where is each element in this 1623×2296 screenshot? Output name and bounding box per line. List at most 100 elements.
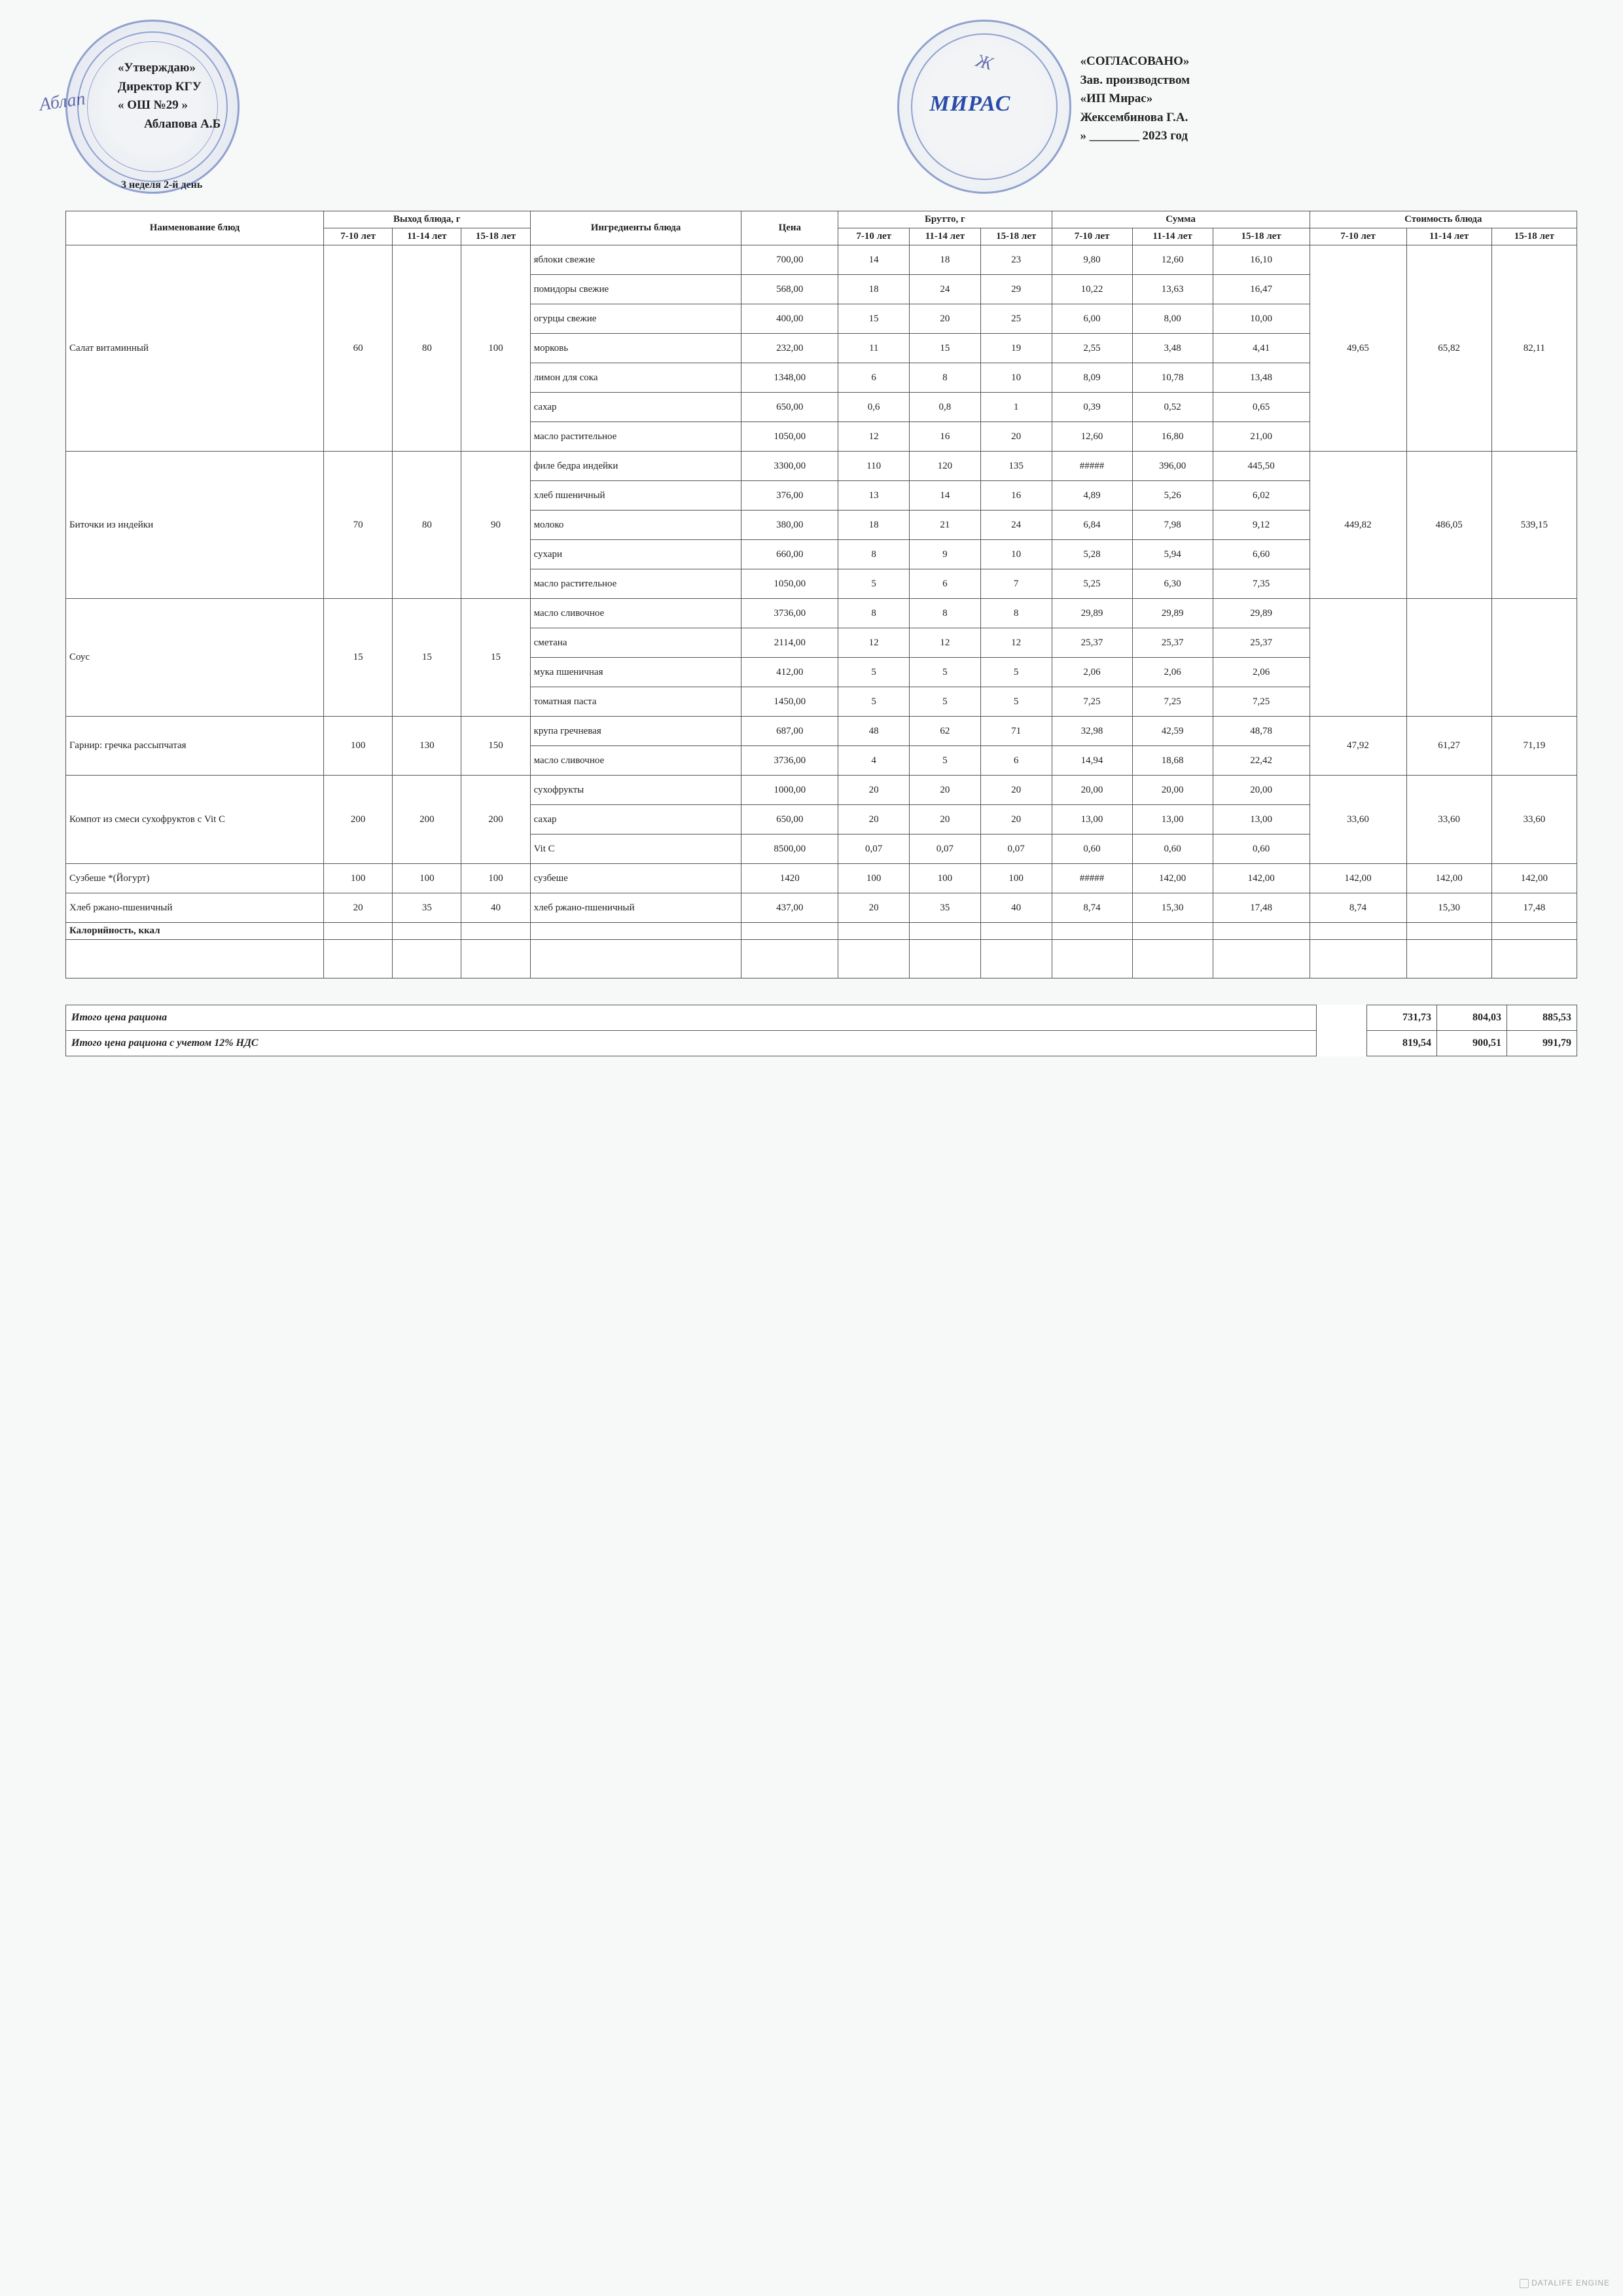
totals-2-b: 900,51 bbox=[1437, 1031, 1507, 1056]
cost-2: 33,60 bbox=[1406, 776, 1491, 864]
ingredient-price: 232,00 bbox=[741, 334, 838, 363]
calories-label: Калорийность, ккал bbox=[66, 923, 324, 940]
table-row: Соус151515масло сливочное3736,0088829,89… bbox=[66, 599, 1577, 628]
approve-title: «Утверждаю» bbox=[118, 59, 746, 78]
yield-3: 150 bbox=[461, 717, 530, 776]
brutto-2: 35 bbox=[910, 893, 981, 923]
col-c2: 11-14 лет bbox=[1406, 228, 1491, 245]
brutto-2: 5 bbox=[910, 687, 981, 717]
col-s1: 7-10 лет bbox=[1052, 228, 1132, 245]
yield-3: 90 bbox=[461, 452, 530, 599]
cost-3: 82,11 bbox=[1491, 245, 1577, 452]
sum-2: 7,98 bbox=[1132, 511, 1213, 540]
sum-1: 4,89 bbox=[1052, 481, 1132, 511]
gear-icon bbox=[1520, 2279, 1529, 2288]
agree-line1: Зав. производством bbox=[1080, 71, 1578, 90]
col-b3: 15-18 лет bbox=[980, 228, 1052, 245]
brutto-1: 20 bbox=[838, 893, 910, 923]
cost-3: 17,48 bbox=[1491, 893, 1577, 923]
brutto-2: 20 bbox=[910, 304, 981, 334]
sum-3: 20,00 bbox=[1213, 776, 1310, 805]
brutto-2: 20 bbox=[910, 805, 981, 834]
brutto-3: 5 bbox=[980, 658, 1052, 687]
sum-1: 25,37 bbox=[1052, 628, 1132, 658]
sum-3: 22,42 bbox=[1213, 746, 1310, 776]
brutto-3: 71 bbox=[980, 717, 1052, 746]
brutto-3: 19 bbox=[980, 334, 1052, 363]
sum-2: 142,00 bbox=[1132, 864, 1213, 893]
brutto-1: 0,07 bbox=[838, 834, 910, 864]
sum-2: 396,00 bbox=[1132, 452, 1213, 481]
sum-2: 6,30 bbox=[1132, 569, 1213, 599]
cost-1: 49,65 bbox=[1310, 245, 1406, 452]
brutto-1: 13 bbox=[838, 481, 910, 511]
sum-3: 6,60 bbox=[1213, 540, 1310, 569]
sum-2: 13,00 bbox=[1132, 805, 1213, 834]
col-c3: 15-18 лет bbox=[1491, 228, 1577, 245]
brutto-2: 5 bbox=[910, 746, 981, 776]
ingredient-name: мука пшеничная bbox=[530, 658, 741, 687]
sum-3: 7,35 bbox=[1213, 569, 1310, 599]
ingredient-price: 3736,00 bbox=[741, 746, 838, 776]
brutto-1: 100 bbox=[838, 864, 910, 893]
brutto-2: 14 bbox=[910, 481, 981, 511]
brutto-2: 62 bbox=[910, 717, 981, 746]
cost-1: 47,92 bbox=[1310, 717, 1406, 776]
brutto-1: 18 bbox=[838, 511, 910, 540]
ingredient-name: хлеб ржано-пшеничный bbox=[530, 893, 741, 923]
yield-1: 20 bbox=[324, 893, 393, 923]
ingredient-price: 376,00 bbox=[741, 481, 838, 511]
brutto-1: 0,6 bbox=[838, 393, 910, 422]
totals-gap bbox=[1317, 1031, 1367, 1056]
totals-2-c: 991,79 bbox=[1507, 1031, 1577, 1056]
col-cost: Стоимость блюда bbox=[1310, 211, 1577, 228]
sum-2: 18,68 bbox=[1132, 746, 1213, 776]
sum-3: 13,00 bbox=[1213, 805, 1310, 834]
dish-name: Сузбеше *(Йогурт) bbox=[66, 864, 324, 893]
ingredient-price: 650,00 bbox=[741, 805, 838, 834]
sum-1: 20,00 bbox=[1052, 776, 1132, 805]
sum-1: 8,74 bbox=[1052, 893, 1132, 923]
brutto-3: 20 bbox=[980, 805, 1052, 834]
cost-2: 486,05 bbox=[1406, 452, 1491, 599]
ingredient-price: 437,00 bbox=[741, 893, 838, 923]
dish-name: Гарнир: гречка рассыпчатая bbox=[66, 717, 324, 776]
sum-3: 445,50 bbox=[1213, 452, 1310, 481]
yield-1: 200 bbox=[324, 776, 393, 864]
totals-label-2: Итого цена рациона с учетом 12% НДС bbox=[66, 1031, 1317, 1056]
brutto-1: 6 bbox=[838, 363, 910, 393]
totals-1-b: 804,03 bbox=[1437, 1005, 1507, 1031]
brutto-3: 1 bbox=[980, 393, 1052, 422]
sum-3: 6,02 bbox=[1213, 481, 1310, 511]
cost-3: 539,15 bbox=[1491, 452, 1577, 599]
brutto-1: 18 bbox=[838, 275, 910, 304]
cost-1: 33,60 bbox=[1310, 776, 1406, 864]
sum-3: 7,25 bbox=[1213, 687, 1310, 717]
sum-3: 0,65 bbox=[1213, 393, 1310, 422]
sum-1: 8,09 bbox=[1052, 363, 1132, 393]
brutto-2: 100 bbox=[910, 864, 981, 893]
brutto-1: 5 bbox=[838, 658, 910, 687]
brutto-3: 20 bbox=[980, 776, 1052, 805]
ingredient-price: 1420 bbox=[741, 864, 838, 893]
cost-1: 142,00 bbox=[1310, 864, 1406, 893]
dish-name: Салат витаминный bbox=[66, 245, 324, 452]
brutto-1: 8 bbox=[838, 599, 910, 628]
ingredient-price: 1050,00 bbox=[741, 569, 838, 599]
col-sum: Сумма bbox=[1052, 211, 1310, 228]
col-s2: 11-14 лет bbox=[1132, 228, 1213, 245]
ingredient-price: 3736,00 bbox=[741, 599, 838, 628]
ingredient-price: 412,00 bbox=[741, 658, 838, 687]
agree-text: «СОГЛАСОВАНО» Зав. производством «ИП Мир… bbox=[897, 39, 1578, 146]
sum-2: 29,89 bbox=[1132, 599, 1213, 628]
totals-table: Итого цена рациона 731,73 804,03 885,53 … bbox=[65, 1005, 1577, 1056]
yield-2: 130 bbox=[393, 717, 461, 776]
cost-1: 8,74 bbox=[1310, 893, 1406, 923]
sum-2: 5,26 bbox=[1132, 481, 1213, 511]
sum-2: 20,00 bbox=[1132, 776, 1213, 805]
sum-2: 10,78 bbox=[1132, 363, 1213, 393]
yield-2: 80 bbox=[393, 245, 461, 452]
sum-1: ##### bbox=[1052, 452, 1132, 481]
brutto-3: 5 bbox=[980, 687, 1052, 717]
brutto-2: 9 bbox=[910, 540, 981, 569]
